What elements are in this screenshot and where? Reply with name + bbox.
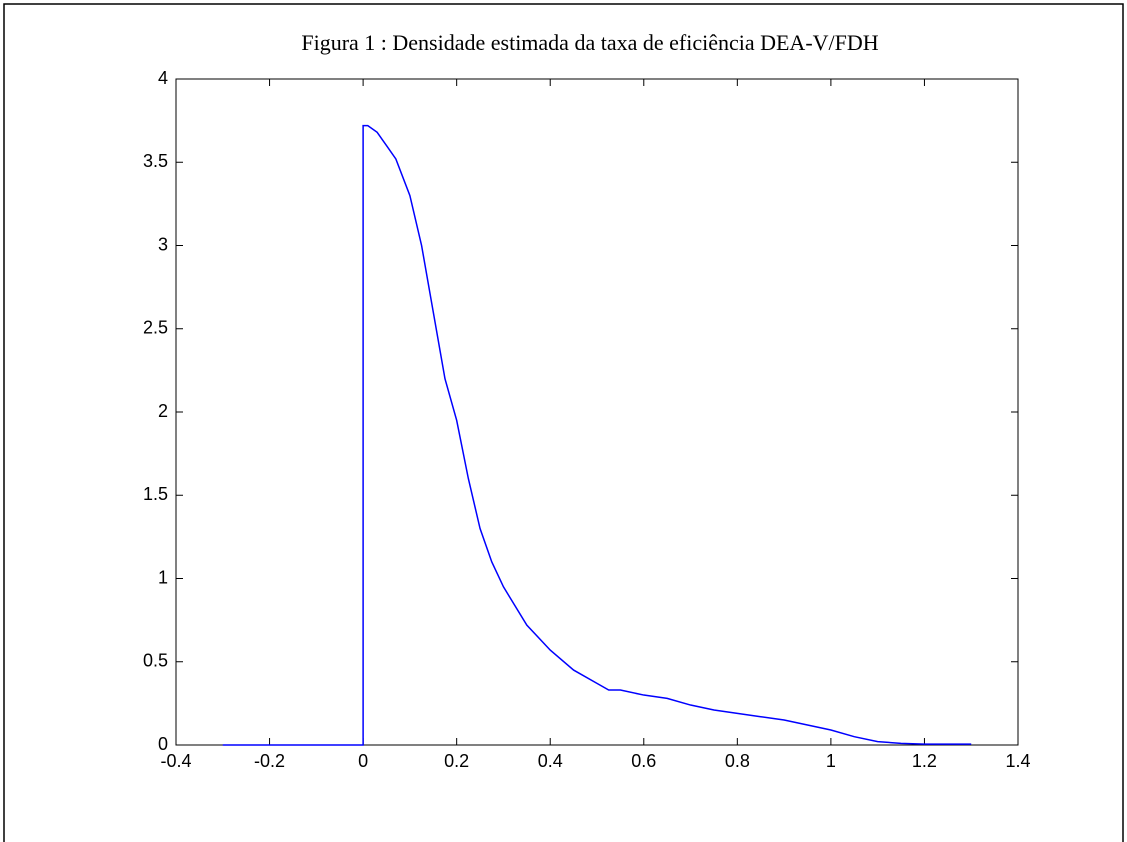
x-tick-label: 0.6 — [631, 751, 656, 771]
axes-box — [175, 78, 1019, 746]
y-tick-label: 2 — [158, 401, 168, 421]
x-tick-label: -0.4 — [160, 751, 191, 771]
y-tick-label: 1 — [158, 567, 168, 587]
y-tick-label: 3 — [158, 234, 168, 254]
y-tick-label: 4 — [158, 68, 168, 88]
data-line — [222, 124, 972, 746]
x-tick-label: 0.2 — [444, 751, 469, 771]
y-tick-label: 2.5 — [143, 318, 168, 338]
x-tick-label: 1.2 — [912, 751, 937, 771]
x-tick-label: 0 — [358, 751, 368, 771]
x-tick-label: 0.8 — [725, 751, 750, 771]
x-tick-label: 0.4 — [538, 751, 563, 771]
chart-title: Figura 1 : Densidade estimada da taxa de… — [301, 30, 878, 55]
y-tick-label: 3.5 — [143, 151, 168, 171]
y-tick-label: 1.5 — [143, 484, 168, 504]
figure-border — [3, 3, 1124, 842]
y-tick-label: 0 — [158, 734, 168, 754]
y-tick-label: 0.5 — [143, 651, 168, 671]
x-tick-label: 1.4 — [1005, 751, 1030, 771]
x-tick-label: 1 — [826, 751, 836, 771]
x-tick-label: -0.2 — [254, 751, 285, 771]
